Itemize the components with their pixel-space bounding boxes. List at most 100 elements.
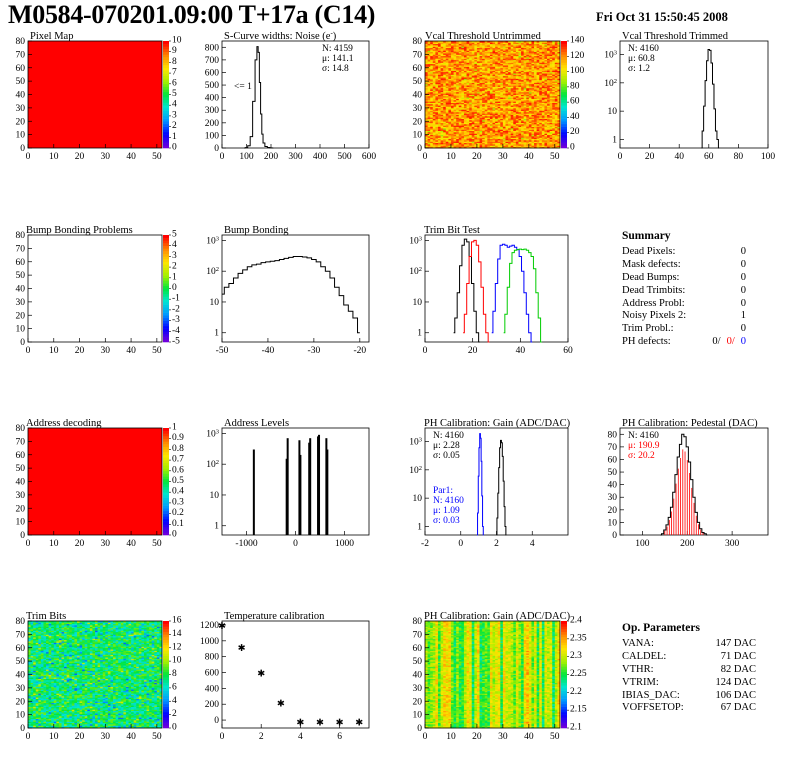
heatmap-cell	[453, 97, 457, 99]
heatmap-cell	[461, 115, 465, 118]
stat-line: σ: 14.8	[322, 64, 349, 74]
heatmap-cell	[466, 129, 470, 132]
colorbar-segment	[163, 296, 169, 300]
colorbar-segment	[163, 105, 169, 109]
heatmap-cell	[518, 86, 522, 89]
colorbar-segment	[163, 304, 169, 308]
heatmap-cell	[425, 89, 428, 91]
heatmap-cell	[544, 102, 548, 105]
colorbar-segment	[561, 139, 567, 143]
heatmap-cell	[474, 91, 478, 94]
heatmap-cell	[552, 117, 556, 119]
heatmap-cell	[425, 95, 428, 98]
heatmap-cell	[484, 139, 488, 142]
heatmap-cell	[539, 103, 543, 106]
heatmap-cell	[440, 111, 444, 114]
heatmap-cell	[437, 131, 441, 134]
colorbar-segment	[163, 62, 169, 66]
heatmap-cell	[518, 141, 522, 144]
heatmap-cell	[471, 94, 475, 97]
heatmap-cell	[557, 106, 561, 109]
heatmap-cell	[456, 125, 460, 127]
heatmap-cell	[471, 123, 475, 126]
heatmap-cell	[458, 107, 462, 110]
heatmap-cell	[549, 102, 553, 105]
heatmap-cell	[432, 130, 436, 133]
heatmap-cell	[500, 118, 504, 121]
heatmap-cell	[484, 109, 488, 111]
heatmap-cell	[544, 118, 548, 121]
heatmap-cell	[554, 138, 558, 141]
heatmap-cell	[487, 94, 491, 97]
heatmap-cell	[471, 135, 475, 138]
heatmap-cell	[479, 133, 483, 136]
heatmap-cell	[523, 119, 527, 122]
x-tick-label: 10	[49, 346, 59, 356]
heatmap-cell	[531, 133, 535, 136]
heatmap-cell	[515, 109, 519, 111]
heatmap-cell	[539, 125, 543, 127]
vcal-trimmed-title: Vcal Threshold Trimmed	[622, 31, 729, 42]
heatmap-cell	[536, 113, 540, 115]
heatmap-cell	[430, 145, 434, 148]
heatmap-cell	[484, 123, 488, 126]
heatmap-cell	[518, 89, 522, 91]
colorbar-segment	[561, 105, 567, 109]
heatmap-cell	[510, 109, 514, 111]
heatmap-cell	[463, 101, 467, 103]
heatmap-cell	[471, 114, 475, 117]
heatmap-cell	[534, 114, 538, 117]
heatmap-cell	[549, 106, 553, 109]
heatmap-cell	[523, 117, 527, 119]
heatmap-cell	[437, 97, 441, 99]
heatmap-cell	[425, 129, 428, 132]
heatmap-cell	[471, 105, 475, 107]
heatmap-cell	[425, 123, 428, 126]
heatmap-cell	[479, 131, 483, 134]
heatmap-cell	[541, 145, 545, 148]
heatmap-cell	[463, 133, 467, 136]
heatmap-cell	[515, 115, 519, 118]
heatmap-cell	[489, 87, 493, 90]
heatmap-cell	[432, 142, 436, 145]
colorbar-segment	[163, 110, 169, 114]
heatmap-cell	[476, 134, 480, 137]
heatmap-cell	[482, 134, 486, 137]
heatmap-cell	[440, 138, 444, 141]
heatmap-cell	[432, 119, 436, 122]
colorbar-segment	[163, 291, 169, 295]
heatmap-cell	[536, 99, 540, 102]
heatmap-cell	[458, 130, 462, 133]
y-tick-label: 80	[16, 37, 26, 47]
colorbar-segment	[163, 245, 169, 249]
heatmap-cell	[476, 95, 480, 98]
colorbar-segment	[561, 145, 567, 149]
colorbar-segment	[163, 115, 169, 119]
heatmap-cell	[450, 146, 454, 149]
heatmap-cell	[466, 115, 470, 118]
heatmap-cell	[453, 125, 457, 127]
x-tick-label: -1000	[235, 539, 257, 549]
heatmap-cell	[536, 139, 540, 142]
heatmap-cell	[425, 109, 428, 111]
heatmap-cell	[495, 145, 499, 148]
heatmap-cell	[539, 123, 543, 126]
colorbar-segment	[163, 86, 169, 90]
heatmap-cell	[513, 118, 517, 121]
colorbar-segment	[163, 473, 169, 477]
heatmap-cell	[484, 95, 488, 98]
heatmap-cell	[495, 94, 499, 97]
heatmap-cell	[443, 145, 447, 148]
heatmap-cell	[443, 133, 447, 136]
heatmap-cell	[492, 103, 496, 106]
heatmap-cell	[547, 146, 551, 149]
colorbar-segment	[163, 70, 169, 74]
heatmap-cell	[536, 121, 540, 123]
heatmap-cell	[531, 109, 535, 111]
heatmap-cell	[427, 145, 431, 148]
heatmap-cell	[489, 101, 493, 103]
heatmap-cell	[515, 142, 519, 145]
heatmap-cell	[482, 106, 486, 109]
heatmap-cell	[430, 102, 434, 105]
heatmap-cell	[471, 145, 475, 148]
